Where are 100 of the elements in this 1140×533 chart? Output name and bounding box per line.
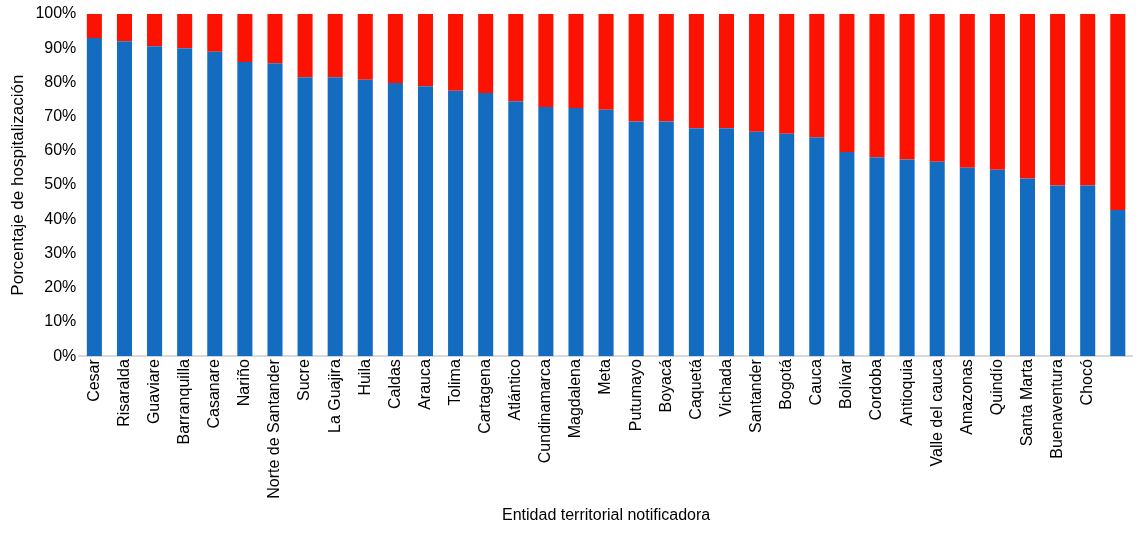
x-tick-label: Casanare — [205, 359, 223, 429]
x-tick-label: Magdalena — [566, 359, 584, 439]
x-tick-label: Putumayo — [626, 359, 644, 432]
bar — [478, 93, 494, 357]
bar — [417, 14, 434, 87]
x-tick-label: Sucre — [295, 359, 313, 401]
bar — [929, 161, 945, 357]
bar — [327, 77, 343, 357]
bar — [237, 61, 253, 357]
bar — [417, 86, 434, 357]
bar — [658, 121, 674, 357]
bar — [809, 14, 825, 138]
bar — [116, 14, 132, 42]
y-tick-label: 80% — [44, 72, 77, 90]
y-tick-label: 100% — [35, 4, 77, 22]
x-tick-label: Caquetá — [686, 359, 704, 420]
y-tick-label: 50% — [44, 175, 77, 193]
y-tick-label: 90% — [44, 38, 77, 56]
bar — [207, 14, 223, 52]
bar — [116, 41, 132, 357]
bar — [207, 51, 223, 357]
x-tick-label: Caldas — [385, 359, 403, 409]
x-axis-title: Entidad territorial notificadora — [502, 505, 711, 523]
x-tick-label: Cundinamarca — [536, 359, 554, 464]
bar — [869, 157, 885, 357]
bar — [959, 14, 975, 168]
bar — [628, 14, 644, 122]
x-tick-label: Nariño — [235, 359, 253, 407]
x-tick-label: Bolívar — [837, 358, 855, 409]
y-axis-title: Porcentaje de hospitalización — [7, 74, 27, 296]
y-tick-label: 10% — [44, 312, 77, 330]
bar — [297, 14, 313, 78]
bar — [86, 14, 102, 38]
bar — [177, 14, 193, 49]
x-tick-label: La Guajira — [325, 359, 343, 433]
bar — [929, 14, 945, 162]
y-tick-label: 60% — [44, 141, 77, 159]
bar — [1050, 14, 1066, 186]
bar — [989, 14, 1005, 170]
bar — [1050, 185, 1066, 357]
x-tick-label: Santander — [747, 358, 764, 433]
bar — [448, 14, 464, 91]
x-tick-label: Atlántico — [506, 359, 524, 421]
x-tick-label: Risaralda — [114, 359, 132, 427]
bar — [749, 14, 765, 132]
bar — [718, 128, 735, 357]
x-tick-label: Cordoba — [867, 359, 885, 421]
bar — [177, 48, 193, 357]
x-tick-label: Boyacá — [656, 359, 674, 413]
bar — [387, 14, 403, 84]
bar — [568, 108, 584, 357]
x-tick-label: Amazonas — [957, 359, 975, 435]
x-tick-label: Vichada — [716, 359, 734, 417]
y-tick-label: 70% — [44, 107, 77, 125]
bar — [86, 37, 102, 357]
bar — [297, 77, 313, 357]
bar — [658, 14, 674, 122]
bar — [508, 14, 524, 102]
bar — [779, 14, 795, 134]
x-tick-label: Buenaventura — [1048, 359, 1065, 459]
x-tick-label: Quindío — [987, 359, 1005, 416]
x-tick-label: Antioquia — [897, 359, 915, 426]
x-tick-label: Cartagena — [476, 359, 494, 434]
bar — [357, 79, 373, 357]
bar — [1080, 185, 1096, 357]
bar — [598, 109, 614, 357]
bar — [478, 14, 494, 94]
bar — [869, 14, 885, 158]
bar — [147, 46, 163, 357]
bar — [628, 121, 644, 357]
x-tick-label: Cesar — [84, 358, 102, 402]
y-tick-label: 40% — [44, 209, 77, 227]
x-tick-label: Meta — [596, 359, 614, 395]
bar — [749, 131, 765, 357]
bar — [1019, 178, 1036, 357]
bar — [237, 14, 253, 62]
bar — [899, 159, 915, 357]
bar — [989, 169, 1005, 357]
bar — [568, 14, 584, 109]
bar — [839, 14, 855, 152]
x-tick-label: Tolima — [445, 359, 463, 406]
bar — [267, 63, 283, 357]
bar — [538, 14, 554, 108]
x-tick-label: Chocó — [1078, 359, 1096, 406]
bar — [508, 101, 524, 357]
bar — [1110, 14, 1126, 211]
bar — [267, 14, 283, 64]
bar — [959, 167, 975, 357]
bar — [1110, 210, 1126, 357]
x-tick-label: Barranquilla — [175, 359, 193, 445]
x-tick-label: Guaviare — [144, 359, 162, 425]
x-tick-label: Santa Marta — [1017, 359, 1035, 447]
bar — [448, 90, 464, 357]
bar — [718, 14, 735, 129]
bar — [598, 14, 614, 110]
bar — [839, 151, 855, 357]
bar — [899, 14, 915, 160]
y-tick-label: 30% — [44, 243, 77, 261]
bar — [688, 14, 704, 129]
bar — [538, 107, 554, 357]
